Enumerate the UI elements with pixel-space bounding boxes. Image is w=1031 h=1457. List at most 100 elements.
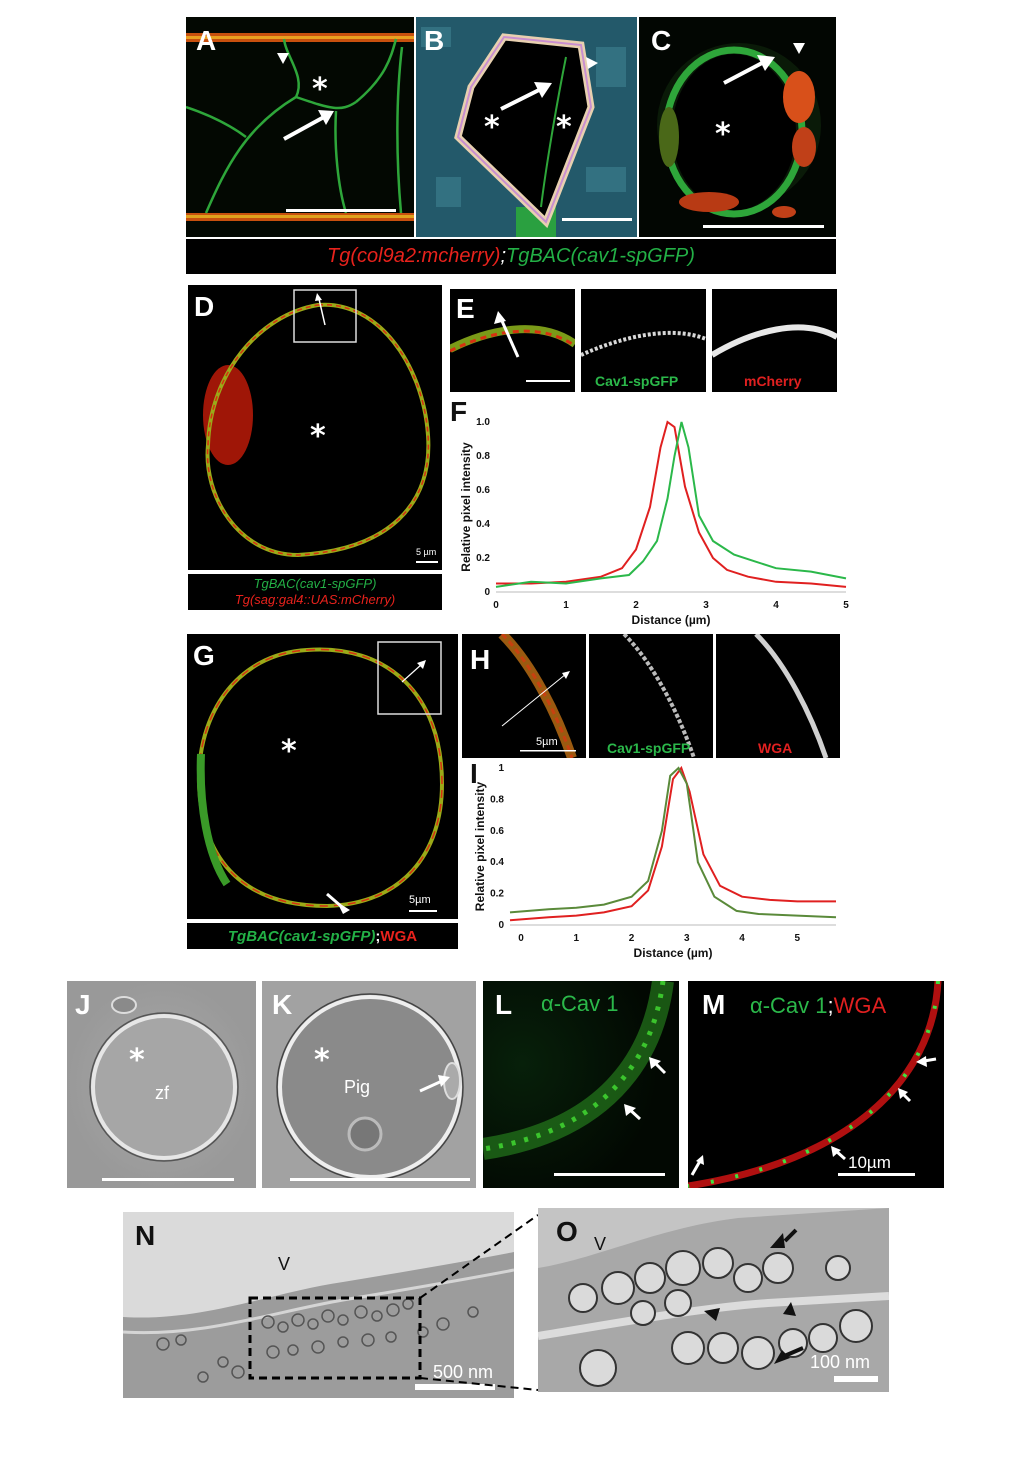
abc-caption: Tg(col9a2:mcherry);TgBAC(cav1-spGFP) bbox=[186, 239, 836, 274]
panel-e-label: E bbox=[456, 293, 475, 324]
x-tick-label: 1 bbox=[574, 933, 580, 944]
panel-f-label: F bbox=[450, 396, 468, 427]
panel-c: C * bbox=[639, 17, 836, 237]
panel-n-image bbox=[123, 1212, 514, 1398]
panel-e-red: mCherry bbox=[712, 289, 837, 392]
panel-o: O V 100 nm bbox=[538, 1208, 889, 1392]
y-axis-label: Relative pixel intensity bbox=[459, 442, 473, 572]
scale-label: 5µm bbox=[536, 736, 558, 748]
panel-l: L α-Cav 1 bbox=[483, 981, 679, 1188]
x-tick-label: 3 bbox=[703, 600, 709, 611]
channel-label-green: Cav1-spGFP bbox=[607, 740, 691, 756]
species-label-pig: Pig bbox=[344, 1077, 371, 1097]
asterisk-marker: * bbox=[715, 117, 731, 152]
x-axis-label: Distance (µm) bbox=[632, 613, 711, 627]
asterisk-marker: * bbox=[556, 110, 572, 145]
panel-g-label: G bbox=[193, 640, 215, 671]
y-tick-label: 0 bbox=[498, 920, 504, 931]
panel-e-red-image bbox=[712, 324, 837, 358]
panel-e-green-image bbox=[581, 330, 706, 357]
panel-m: M α-Cav 1;WGA 10µm bbox=[688, 981, 944, 1188]
panel-h-red-image bbox=[754, 634, 829, 758]
panel-h-merge: H 5µm bbox=[462, 634, 586, 758]
panel-d-label: D bbox=[194, 291, 215, 322]
panel-b-label: B bbox=[424, 25, 445, 56]
series-line-1 bbox=[509, 766, 837, 919]
panel-d: D * 5 µm bbox=[188, 285, 442, 570]
caption-green-text: TgBAC(cav1-spGFP) bbox=[227, 927, 376, 945]
asterisk-marker: * bbox=[281, 734, 297, 769]
panel-c-image bbox=[657, 43, 821, 218]
antibody-label: α-Cav 1 bbox=[541, 991, 619, 1016]
caption-green-text: TgBAC(cav1-spGFP) bbox=[506, 245, 695, 267]
panel-h-green: Cav1-spGFP bbox=[589, 634, 713, 758]
panel-d-image bbox=[203, 289, 431, 558]
asterisk-marker: * bbox=[312, 72, 328, 107]
g-caption: TgBAC(cav1-spGFP);WGA bbox=[187, 923, 458, 949]
panel-c-arrows bbox=[723, 43, 805, 85]
panel-i-label: I bbox=[470, 758, 478, 789]
caption-separator: ; bbox=[500, 245, 506, 267]
scale-bar bbox=[416, 561, 438, 563]
panel-g: G * 5µm bbox=[187, 634, 458, 919]
panel-k: K * Pig bbox=[262, 981, 476, 1188]
panel-h-label: H bbox=[470, 644, 491, 675]
stain-label-green: α-Cav 1 bbox=[750, 993, 828, 1018]
scale-label: 5µm bbox=[409, 894, 431, 906]
vessel-lumen-label: V bbox=[278, 1254, 291, 1274]
scale-bar bbox=[286, 209, 396, 212]
x-tick-label: 4 bbox=[773, 600, 779, 611]
panel-h-red: WGA bbox=[716, 634, 840, 758]
y-tick-label: 0.8 bbox=[490, 794, 504, 805]
panel-m-image bbox=[688, 981, 942, 1188]
stain-label: α-Cav 1;WGA bbox=[750, 993, 886, 1019]
chart-f: 0 0.2 0.4 0.6 0.8 1.0 0 1 2 3 4 5 Distance (µm) Relat… bbox=[459, 417, 849, 627]
scale-label: 500 nm bbox=[433, 1362, 494, 1382]
caption-red-text: Tg(col9a2:mcherry) bbox=[327, 245, 501, 267]
panel-e-green: Cav1-spGFP bbox=[581, 289, 706, 392]
panel-a-image bbox=[186, 33, 414, 221]
series-line-0 bbox=[496, 420, 847, 588]
x-tick-label: 5 bbox=[843, 600, 849, 611]
y-tick-label: 1.0 bbox=[476, 417, 490, 428]
caption-red-text: Tg(sag:gal4::UAS:mCherry) bbox=[234, 592, 396, 607]
panel-l-image bbox=[483, 981, 679, 1188]
panel-n-label: N bbox=[135, 1220, 156, 1251]
panel-g-image bbox=[196, 641, 445, 914]
scale-bar bbox=[703, 225, 824, 228]
stain-separator: ; bbox=[827, 993, 834, 1018]
chart-i: 0 0.2 0.4 0.6 0.8 1 0 1 2 3 4 5 Distance (µm) Relativ… bbox=[473, 763, 837, 960]
panel-a: A * bbox=[186, 17, 414, 237]
caption-separator: ; bbox=[375, 927, 381, 945]
asterisk-marker: * bbox=[310, 419, 326, 454]
series-line-1 bbox=[495, 421, 847, 588]
x-tick-label: 0 bbox=[518, 933, 524, 944]
channel-label-green: Cav1-spGFP bbox=[595, 373, 679, 389]
x-tick-label: 2 bbox=[633, 600, 639, 611]
x-tick-label: 1 bbox=[563, 600, 569, 611]
y-tick-label: 0.2 bbox=[490, 889, 504, 900]
y-tick-label: 0.8 bbox=[476, 451, 490, 462]
panel-a-arrows bbox=[277, 53, 334, 141]
x-tick-label: 2 bbox=[629, 933, 635, 944]
panel-j: J * zf bbox=[67, 981, 256, 1188]
y-tick-label: 0.2 bbox=[476, 553, 490, 564]
x-tick-label: 3 bbox=[684, 933, 690, 944]
x-tick-label: 4 bbox=[739, 933, 745, 944]
y-tick-label: 0 bbox=[484, 587, 490, 598]
asterisk-marker: * bbox=[484, 110, 500, 145]
panel-h-merge-image bbox=[498, 634, 577, 758]
scale-bar bbox=[409, 910, 437, 912]
y-tick-label: 1 bbox=[498, 763, 504, 774]
panel-m-label: M bbox=[702, 989, 726, 1020]
series-line-0 bbox=[509, 765, 836, 922]
y-tick-label: 0.4 bbox=[476, 519, 490, 530]
asterisk-marker: * bbox=[314, 1043, 330, 1078]
x-axis-label: Distance (µm) bbox=[634, 946, 713, 960]
species-label-zf: zf bbox=[155, 1083, 170, 1103]
panel-b-arrows bbox=[500, 57, 598, 111]
panel-j-label: J bbox=[75, 989, 91, 1020]
y-tick-label: 0.4 bbox=[490, 857, 504, 868]
panel-e-merge: E bbox=[450, 289, 575, 392]
